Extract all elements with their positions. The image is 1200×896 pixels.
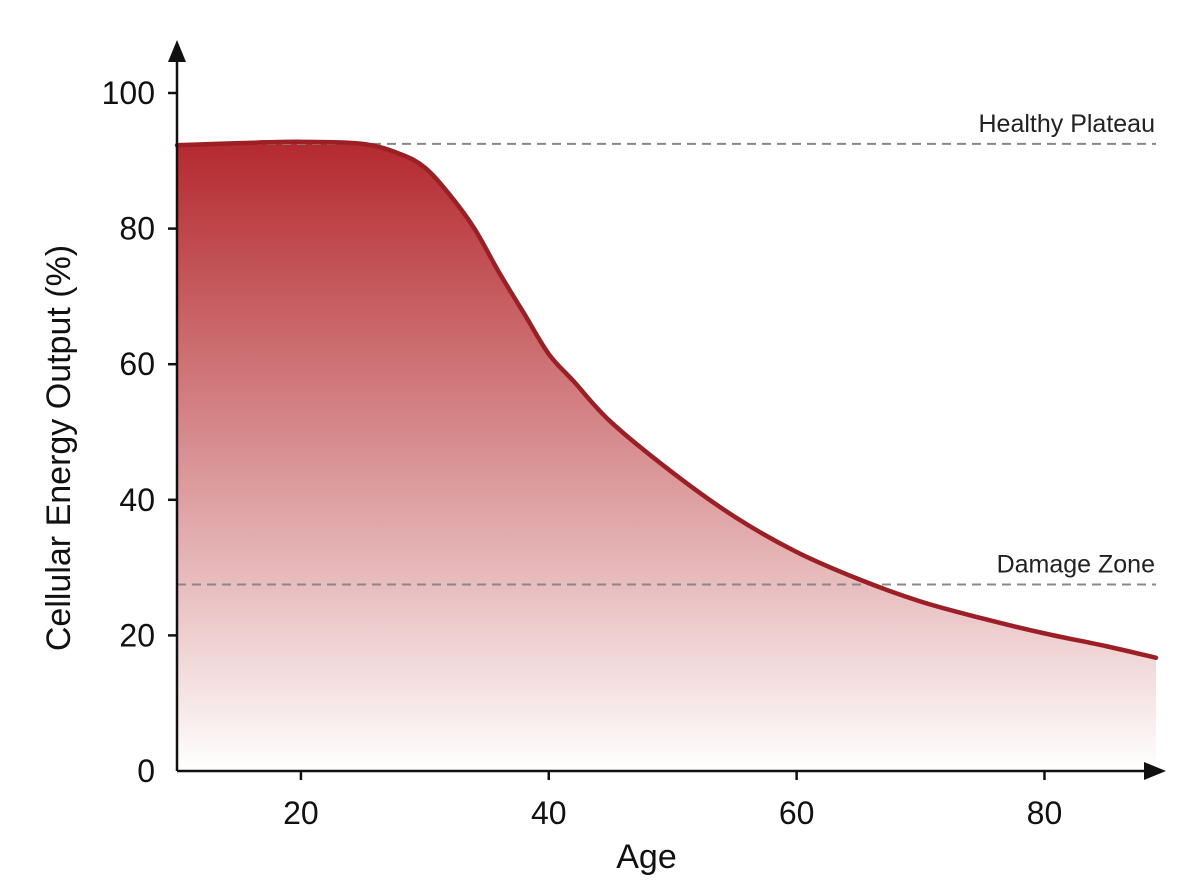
y-tick-label: 40 — [119, 482, 155, 518]
x-axis-arrow-icon — [1144, 762, 1166, 780]
y-tick-label: 60 — [119, 346, 155, 382]
x-tick-label: 60 — [779, 795, 815, 831]
energy-area-fill — [177, 141, 1156, 772]
damage-zone-label: Damage Zone — [997, 551, 1155, 579]
y-axis-ticks: 0 20 40 60 80 100 — [102, 75, 177, 789]
y-tick-label: 100 — [102, 75, 155, 111]
axes — [168, 40, 1166, 780]
y-tick-label: 80 — [119, 211, 155, 247]
x-tick-label: 80 — [1027, 795, 1063, 831]
y-axis-title: Cellular Energy Output (%) — [40, 245, 78, 651]
x-tick-label: 40 — [531, 795, 567, 831]
y-tick-label: 20 — [119, 617, 155, 653]
y-tick-label: 0 — [137, 753, 155, 789]
x-axis-title: Age — [616, 838, 677, 876]
y-axis-arrow-icon — [168, 40, 186, 62]
x-axis-ticks: 20 40 60 80 — [283, 771, 1062, 831]
x-tick-label: 20 — [283, 795, 319, 831]
energy-output-line — [174, 139, 1159, 661]
plot-area — [174, 139, 1159, 772]
healthy-plateau-label: Healthy Plateau — [978, 110, 1155, 138]
